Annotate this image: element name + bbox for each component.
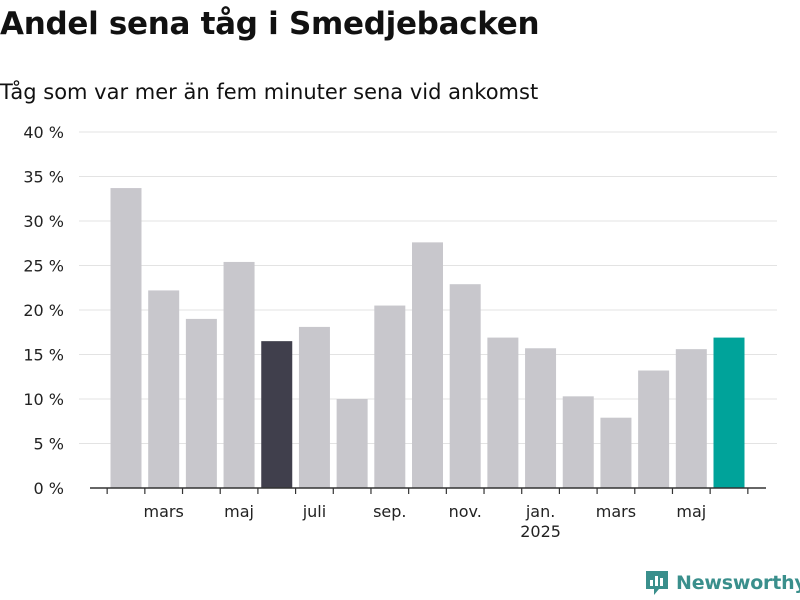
y-tick-label: 25 % [23, 257, 64, 276]
brand-name: Newsworthy [676, 572, 800, 594]
bar [600, 417, 632, 488]
chart-title: Andel sena tåg i Smedjebacken [0, 6, 540, 42]
bar [675, 349, 707, 488]
x-tick-label: mars [144, 502, 184, 521]
bar [487, 337, 519, 488]
bar [638, 370, 670, 488]
y-tick-label: 0 % [34, 479, 64, 498]
y-tick-label: 10 % [23, 390, 64, 409]
bar [336, 399, 368, 488]
bar [148, 290, 180, 488]
x-tick-label: maj [224, 502, 254, 521]
x-tick-label: juli [302, 502, 326, 521]
brand-logo[interactable]: Newsworthy [644, 569, 800, 597]
bar [525, 348, 557, 488]
x-tick-label: mars [596, 502, 636, 521]
bar [110, 188, 142, 488]
newsworthy-logo-icon [646, 571, 668, 595]
bar [449, 284, 481, 488]
chart-subtitle: Tåg som var mer än fem minuter sena vid … [0, 80, 539, 104]
bar [298, 326, 330, 488]
bar [713, 337, 745, 488]
y-tick-label: 15 % [23, 346, 64, 365]
x-tick-label: jan. [525, 502, 555, 521]
y-tick-label: 40 % [23, 123, 64, 142]
bar [185, 318, 217, 488]
x-tick-label: maj [676, 502, 706, 521]
y-tick-label: 35 % [23, 168, 64, 187]
x-tick-label: nov. [449, 502, 482, 521]
bar [562, 396, 594, 488]
y-tick-label: 30 % [23, 212, 64, 231]
x-tick-year-label: 2025 [520, 522, 561, 541]
bar [374, 305, 406, 488]
y-tick-label: 5 % [34, 435, 64, 454]
y-tick-label: 20 % [23, 301, 64, 320]
bar [261, 341, 293, 488]
bar [412, 242, 443, 488]
x-tick-label: sep. [373, 502, 406, 521]
bar [223, 261, 255, 488]
